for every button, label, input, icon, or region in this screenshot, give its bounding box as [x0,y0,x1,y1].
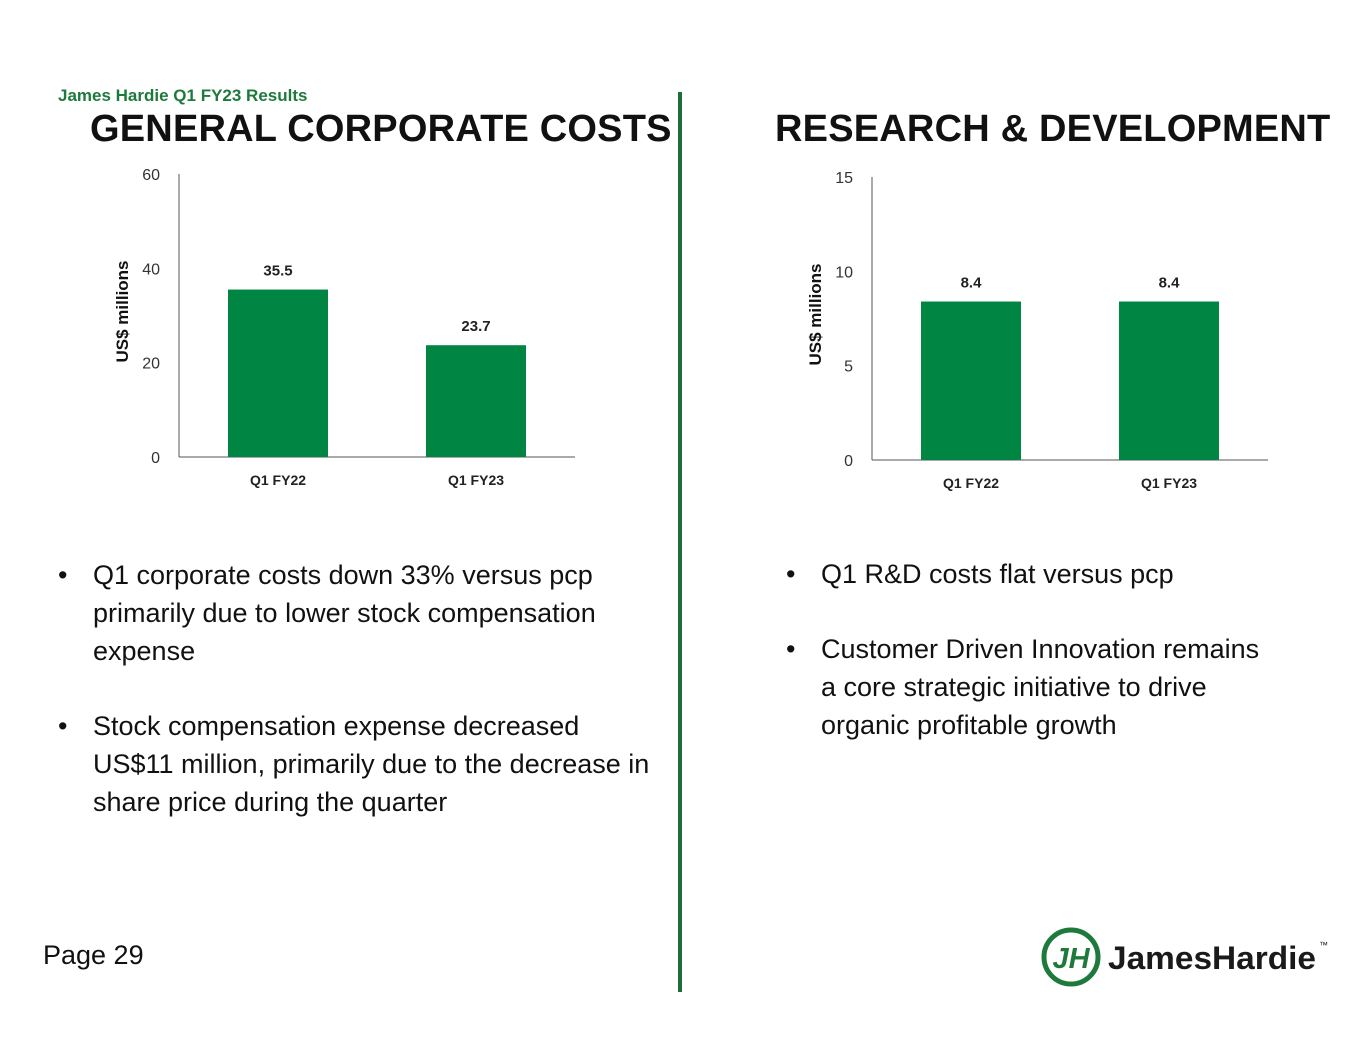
logo-wordmark: JamesHardie [1108,940,1316,976]
y-tick-label: 10 [835,264,853,281]
y-axis-label: US$ millions [806,263,825,365]
section-divider [678,92,682,992]
rnd-chart: 0 5 10 15 US$ millions 8.4 Q1 FY22 8.4 Q1 FY23 [806,170,1268,491]
y-tick-label: 0 [151,450,160,467]
y-tick-label: 40 [142,261,160,278]
y-tick-label: 0 [844,453,853,470]
bullet-text: Q1 R&D costs flat versus pcp [821,559,1174,589]
bullet-text: Q1 corporate costs down 33% versus pcp p… [93,560,596,666]
bullet-item: • Q1 corporate costs down 33% versus pcp … [58,556,658,670]
data-label: 8.4 [1159,275,1181,292]
logo-mark-text: JH [1052,943,1090,975]
y-tick-label: 60 [142,167,160,184]
y-tick-label: 15 [835,170,853,187]
y-tick-label: 20 [142,356,160,373]
x-tick-label: Q1 FY22 [943,475,999,491]
bullet-item: • Q1 R&D costs flat versus pcp [786,555,1266,593]
x-tick-label: Q1 FY23 [448,472,504,488]
corporate-costs-chart: 0 20 40 60 US$ millions 35.5 Q1 FY22 23.7 Q1 FY2… [113,167,575,488]
rnd-title: RESEARCH & DEVELOPMENT [775,108,1331,150]
bullet-dot: • [58,560,68,590]
corporate-costs-bullets: • Q1 corporate costs down 33% versus pcp … [58,556,658,858]
corporate-costs-title: GENERAL CORPORATE COSTS [90,108,672,150]
bar [921,301,1021,460]
data-label: 8.4 [961,275,983,292]
bullet-dot: • [786,559,796,589]
x-tick-label: Q1 FY23 [1141,475,1197,491]
bullet-text: Customer Driven Innovation remains a cor… [821,634,1260,740]
data-label: 35.5 [263,263,292,280]
bullet-item: • Stock compensation expense decreased US… [58,707,658,821]
james-hardie-logo: JH JamesHardie ™ [1041,927,1328,987]
page-number: Page 29 [43,940,144,970]
y-axis-label: US$ millions [113,260,132,362]
x-tick-label: Q1 FY22 [250,472,306,488]
data-label: 23.7 [461,318,490,335]
bar [426,345,526,457]
bar [228,289,328,457]
logo-mark-icon [1041,927,1101,987]
logo-trademark: ™ [1319,940,1328,950]
bullet-item: • Customer Driven Innovation remains a co… [786,630,1266,744]
bullet-dot: • [786,634,796,664]
rnd-bullets: • Q1 R&D costs flat versus pcp • Customer … [786,555,1266,781]
report-header-label: James Hardie Q1 FY23 Results [58,86,308,105]
bullet-text: Stock compensation expense decreased US$… [93,711,650,817]
y-tick-label: 5 [844,359,853,376]
bar [1119,301,1219,460]
bullet-dot: • [58,711,68,741]
